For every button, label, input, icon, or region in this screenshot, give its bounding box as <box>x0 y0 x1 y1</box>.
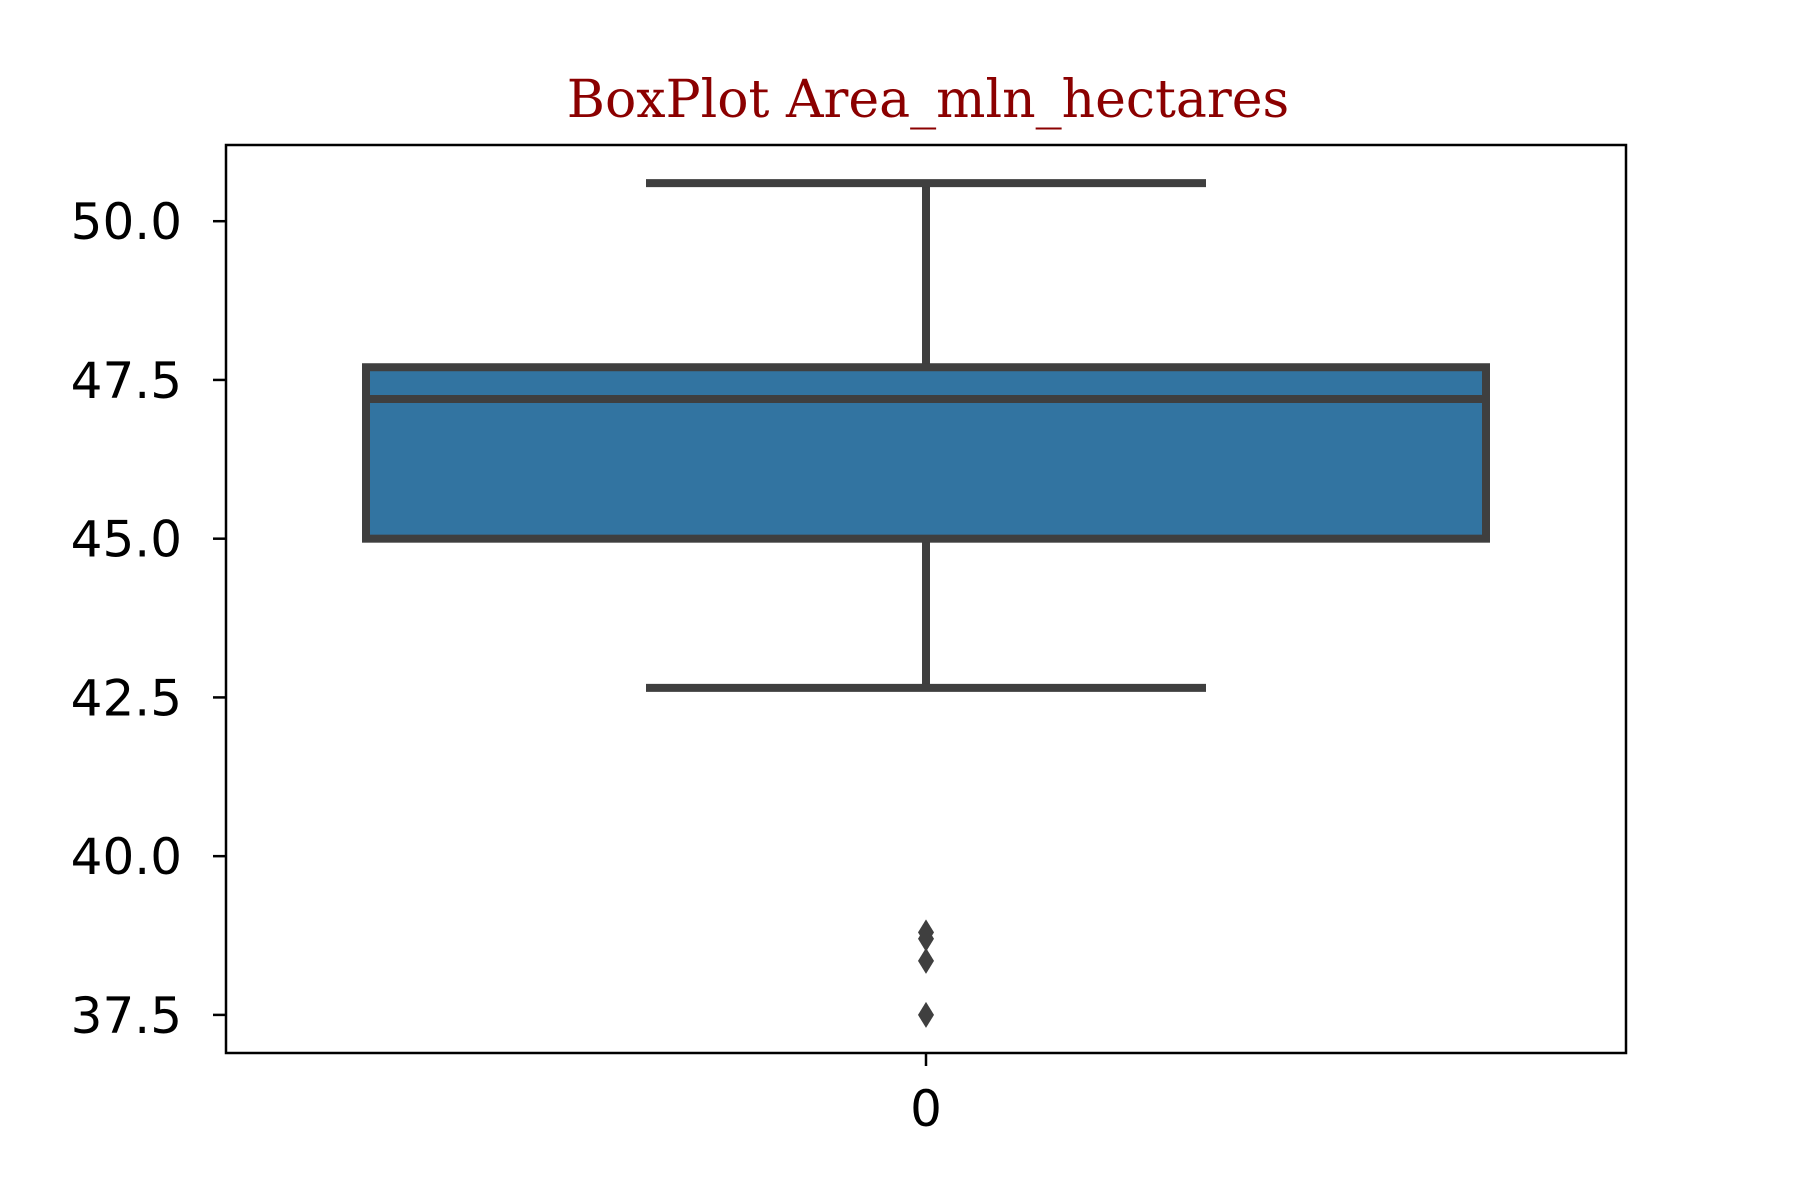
iqr-box <box>362 363 1490 543</box>
chart-title: BoxPlot Area_mln_hectares <box>567 70 1289 130</box>
y-axis: 37.5 40.0 42.5 45.0 47.5 50.0 <box>71 193 226 1045</box>
y-tick-label: 40.0 <box>71 828 182 886</box>
plot-area <box>362 179 1490 1028</box>
outlier-point <box>918 1001 934 1028</box>
y-tick-label: 42.5 <box>71 669 182 727</box>
x-tick-label: 0 <box>910 1080 942 1138</box>
x-axis: 0 <box>910 1053 942 1138</box>
outlier-point <box>918 925 934 952</box>
outlier-point <box>918 947 934 974</box>
y-tick-label: 45.0 <box>71 511 182 569</box>
y-tick-label: 47.5 <box>71 352 182 410</box>
y-tick-label: 50.0 <box>71 193 182 251</box>
y-tick-label: 37.5 <box>71 987 182 1045</box>
axes-frame <box>224 143 1628 1055</box>
